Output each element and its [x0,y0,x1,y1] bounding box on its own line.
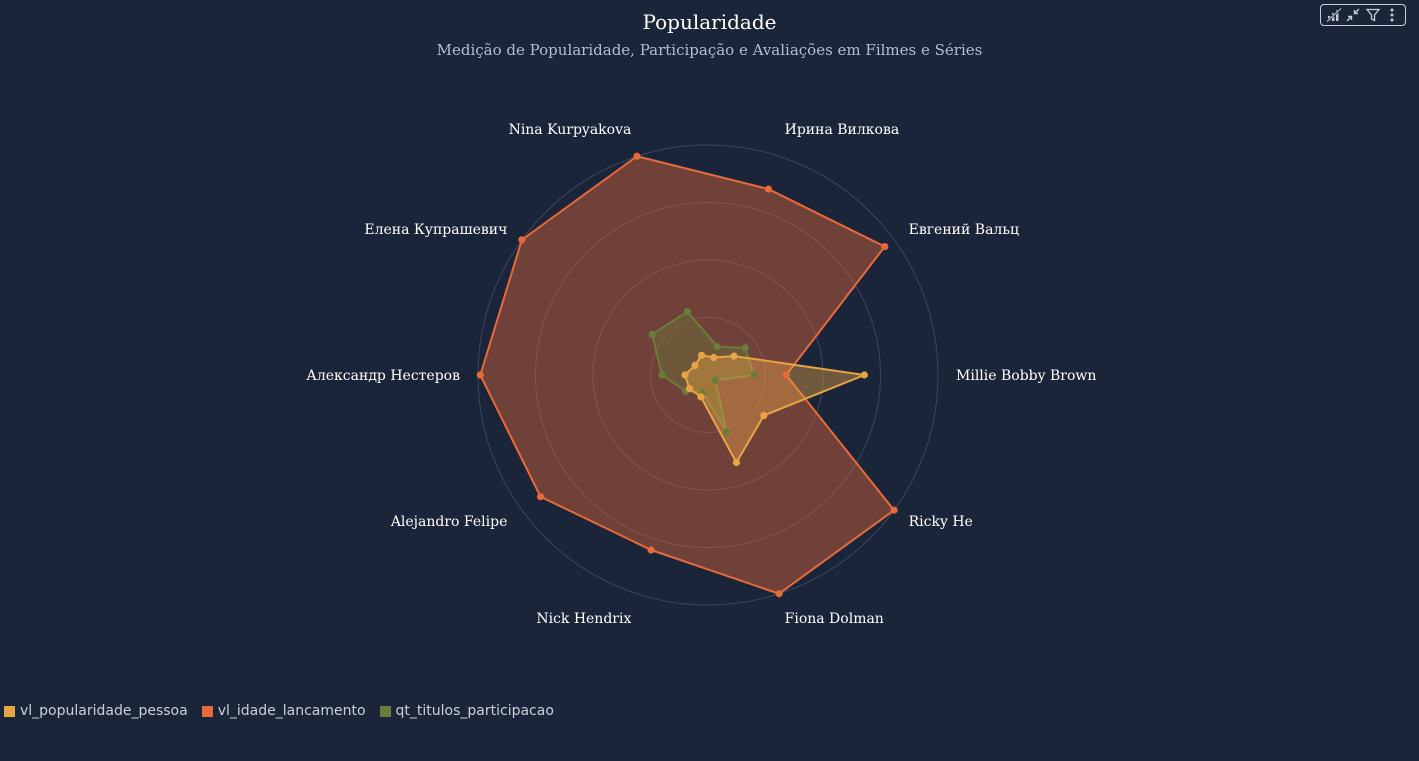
data-point [536,493,545,501]
category-label: Елена Купрашевич [364,222,507,238]
collapse-icon[interactable] [1345,7,1361,23]
data-point [722,428,731,436]
legend-label: qt_titulos_participacao [395,703,554,719]
chart-legend: vl_popularidade_pessoa vl_idade_lancamen… [4,703,568,719]
data-point [860,371,869,379]
data-point [683,307,691,316]
data-point [764,185,773,193]
data-point [741,344,749,352]
legend-item-idade-lancamento[interactable]: vl_idade_lancamento [201,703,366,719]
chart-type-icon[interactable] [1325,7,1342,23]
data-point [775,590,783,598]
legend-swatch [379,705,391,717]
legend-label: vl_popularidade_pessoa [20,703,188,719]
category-label: Alejandro Felipe [390,514,508,530]
grid-ring [592,259,824,491]
legend-item-popularidade[interactable]: vl_popularidade_pessoa [4,703,188,719]
category-label: Nick Hendrix [536,611,631,627]
chart-subtitle: Medição de Popularidade, Participação e … [436,41,983,59]
category-label: Александр Нестеров [306,368,460,384]
data-point [782,371,790,379]
data-point [648,330,656,339]
legend-swatch [4,705,15,717]
legend-item-titulos-participacao[interactable]: qt_titulos_participacao [379,703,554,719]
filter-icon[interactable] [1365,7,1381,23]
category-label: Ирина Вилкова [785,122,900,138]
data-point [518,236,526,244]
data-point [691,361,699,370]
legend-label: vl_idade_lancamento [217,703,366,719]
grid-ring [650,317,766,433]
chart-toolbar [1320,4,1406,26]
category-label: Fiona Dolman [785,611,884,627]
data-point [647,546,655,554]
data-point [710,353,718,362]
data-point [732,458,741,467]
more-icon[interactable] [1384,7,1400,23]
data-point [685,384,693,393]
grid-ring [535,202,881,548]
data-point [881,242,889,251]
data-point [633,152,641,160]
legend-swatch [201,705,213,717]
data-point [750,371,758,379]
data-point [711,376,720,385]
data-point [476,371,484,379]
data-point [730,352,738,360]
data-point [713,342,721,351]
data-point [698,351,706,359]
data-point [681,371,689,379]
category-label: Евгений Вальц [909,222,1019,238]
data-point [658,371,666,379]
data-point [760,411,768,420]
data-point [890,506,898,514]
data-point [697,393,705,401]
category-label: Ricky He [909,514,973,530]
category-label: Millie Bobby Brown [956,368,1096,384]
category-label: Nina Kurpyakova [509,122,632,138]
chart-title: Popularidade [642,10,777,34]
